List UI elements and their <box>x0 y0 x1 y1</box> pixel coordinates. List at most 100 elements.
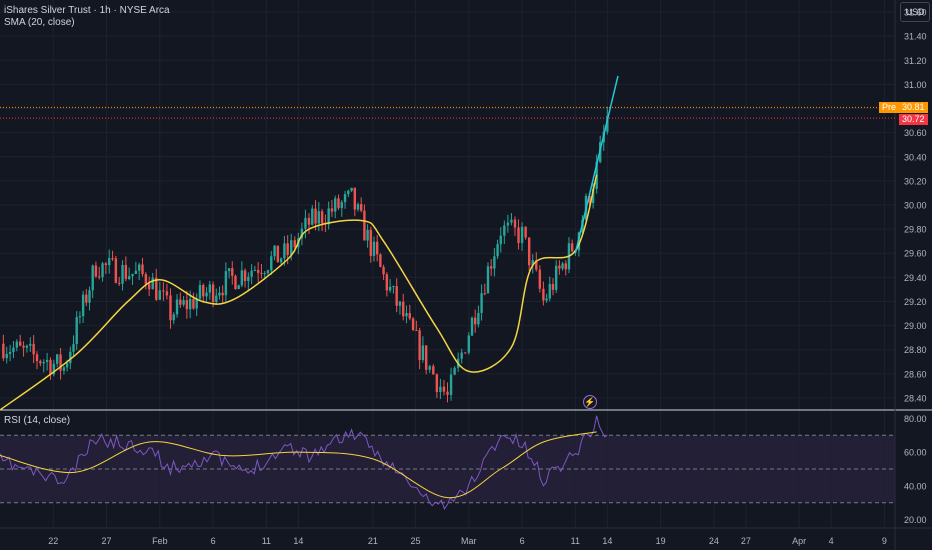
price-tick-label: 31.60 <box>904 8 927 18</box>
candle-body <box>542 288 545 301</box>
candle-body <box>141 264 144 275</box>
candle-body <box>503 225 506 236</box>
candle-body <box>564 263 567 270</box>
candle-body <box>392 286 395 288</box>
candle-body <box>442 386 446 392</box>
candle-body <box>81 294 85 317</box>
rsi-indicator-label[interactable]: RSI (14, close) <box>4 415 71 426</box>
candle-body <box>155 277 158 300</box>
candle-body <box>29 343 32 346</box>
candle-body <box>234 275 237 290</box>
candle-body <box>72 344 75 352</box>
candle-body <box>499 235 502 245</box>
candle-body <box>343 194 347 203</box>
candle-body <box>273 245 276 257</box>
time-tick-label: 25 <box>411 536 421 546</box>
candle-body <box>179 299 182 305</box>
candle-body <box>307 217 311 225</box>
candle-body <box>531 260 534 266</box>
candle-body <box>42 362 45 364</box>
candle-body <box>290 240 293 255</box>
candle-body <box>147 283 151 290</box>
candle-body <box>554 265 558 290</box>
candle-body <box>221 292 224 296</box>
candle-body <box>237 285 240 290</box>
pre-tag-label: Pre <box>879 101 900 113</box>
candle-body <box>432 366 435 375</box>
candle-body <box>337 198 340 209</box>
chart-title[interactable]: iShares Silver Trust · 1h · NYSE Arca <box>4 5 170 16</box>
candle-body <box>121 264 124 284</box>
candle-body <box>35 354 39 362</box>
currency-button[interactable]: USD <box>900 2 930 22</box>
price-tick-label: 29.20 <box>904 297 927 307</box>
time-tick-label: 4 <box>829 536 834 546</box>
candle-body <box>62 367 66 371</box>
candle-body <box>372 241 376 256</box>
candle-body <box>256 269 260 273</box>
rsi-ma-line <box>0 431 597 499</box>
candle-body <box>78 316 82 318</box>
candle-body <box>185 300 189 310</box>
price-tick-label: 30.00 <box>904 201 927 211</box>
candle-body <box>158 290 162 300</box>
candle-body <box>363 210 366 241</box>
candle-body <box>279 258 283 263</box>
candle-body <box>169 295 172 321</box>
candle-body <box>25 345 29 348</box>
price-tick-label: 31.40 <box>904 32 927 42</box>
candle-body <box>88 290 91 303</box>
candle-body <box>421 345 425 361</box>
candle-body <box>131 273 134 277</box>
rsi-line <box>0 415 608 511</box>
candle-body <box>304 217 307 229</box>
time-tick-label: 14 <box>602 536 612 546</box>
candle-body <box>243 270 247 282</box>
candle-body <box>340 202 343 209</box>
candle-body <box>286 243 289 255</box>
candle-body <box>347 190 350 195</box>
candle-body <box>467 335 471 353</box>
candle-body <box>198 285 202 299</box>
candle-body <box>353 187 357 210</box>
candle-body <box>524 226 527 238</box>
candle-body <box>317 211 321 224</box>
time-tick-label: 14 <box>293 536 303 546</box>
candle-body <box>418 330 421 361</box>
candle-body <box>260 272 263 274</box>
candle-body <box>486 266 490 294</box>
candle-body <box>311 208 314 225</box>
candle-body <box>489 266 493 269</box>
trendline <box>574 75 619 254</box>
candle-body <box>266 270 270 273</box>
candle-body <box>293 240 296 248</box>
time-tick-label: Feb <box>152 536 168 546</box>
candle-body <box>270 256 273 271</box>
candle-body <box>134 270 138 274</box>
candle-body <box>330 208 334 212</box>
candle-body <box>385 274 389 291</box>
candle-body <box>359 204 363 211</box>
candle-body <box>375 241 379 255</box>
price-tick-label: 28.60 <box>904 369 927 379</box>
time-tick-label: 24 <box>709 536 719 546</box>
price-tick-label: 31.00 <box>904 80 927 90</box>
price-tick-label: 31.20 <box>904 56 927 66</box>
candle-body <box>496 244 499 257</box>
sma-indicator-label[interactable]: SMA (20, close) <box>4 17 75 28</box>
candle-body <box>172 314 175 321</box>
candle-body <box>22 345 25 348</box>
candle-body <box>144 274 148 284</box>
candle-body <box>424 345 428 370</box>
candle-body <box>18 341 22 346</box>
candle-body <box>428 366 431 370</box>
flash-icon[interactable]: ⚡ <box>583 395 597 409</box>
candle-body <box>548 284 551 299</box>
candle-body <box>101 263 104 278</box>
candle-body <box>366 229 369 241</box>
candle-body <box>151 277 154 290</box>
candle-body <box>12 347 15 353</box>
candle-body <box>300 228 304 239</box>
candle-body <box>398 301 402 306</box>
